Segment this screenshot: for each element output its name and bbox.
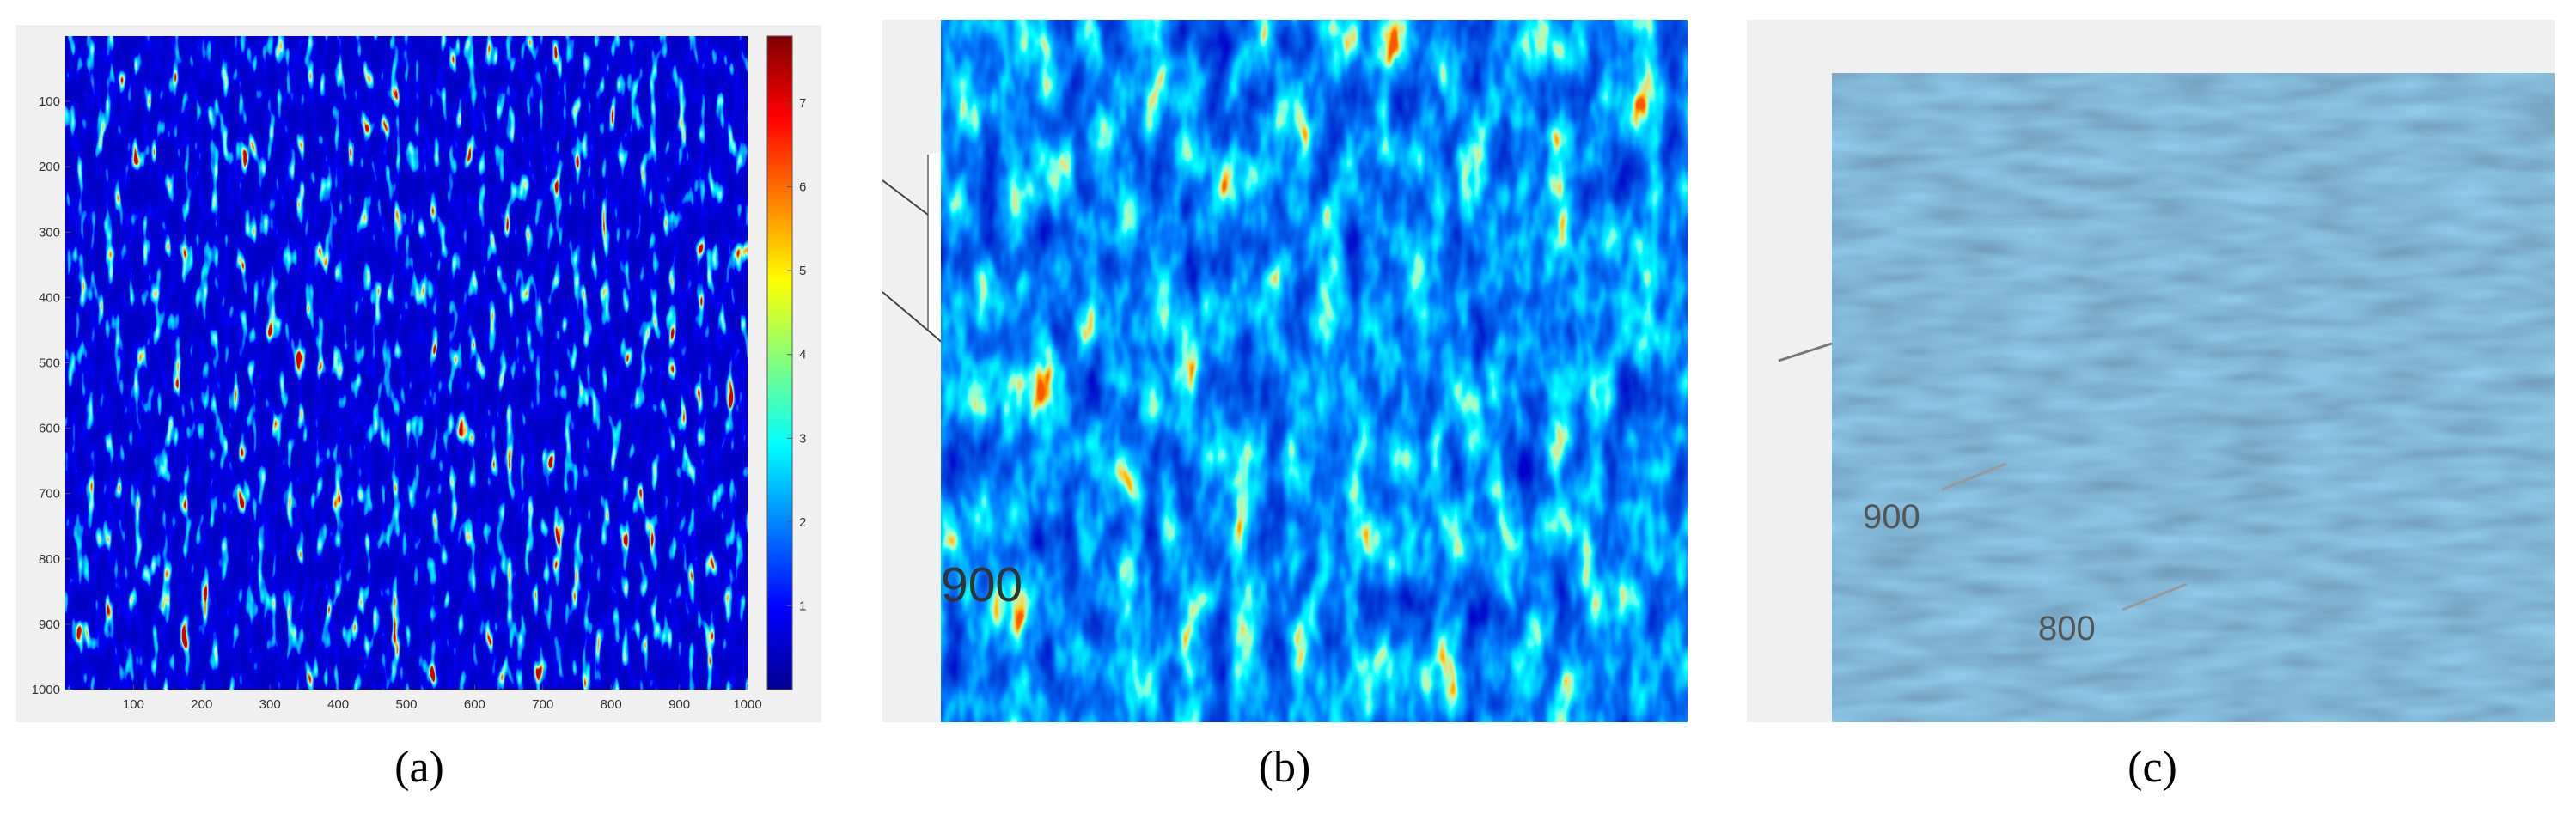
axis-label: 900 (941, 557, 1022, 612)
x-tick-label: 1000 (733, 697, 761, 712)
y-tick-label: 500 (39, 356, 60, 371)
y-tick-label: 600 (39, 422, 60, 436)
x-tick-label: 900 (668, 697, 690, 712)
colorbar-tick-label: 7 (799, 96, 806, 111)
colorbar (766, 35, 793, 690)
panel-label: (a) (394, 743, 444, 792)
heatmap (65, 36, 748, 690)
y-tick-label: 900 (39, 617, 60, 632)
x-tick-label: 200 (191, 697, 212, 712)
colorbar-tick-label: 3 (799, 431, 806, 446)
colorbar-tick-label: 6 (799, 180, 806, 195)
colorbar-tick-label: 5 (799, 264, 806, 278)
y-tick-label: 100 (39, 94, 60, 109)
y-tick-label: 800 (39, 552, 60, 567)
zoom-plot (1778, 73, 2555, 722)
axis-line (882, 291, 1393, 722)
tick-mark (2121, 582, 2188, 611)
tick-mark (1778, 342, 1833, 362)
colorbar-tick-label: 2 (799, 515, 806, 530)
x-tick-label: 600 (464, 697, 485, 712)
axis-line (882, 179, 929, 216)
y-tick-label: 200 (39, 160, 60, 174)
surface (941, 20, 1688, 722)
y-tick-label: 400 (39, 290, 60, 305)
surface (1832, 73, 2555, 722)
x-tick-label: 100 (123, 697, 144, 712)
tick-mark (1941, 462, 2007, 491)
panel-label: (b) (1259, 743, 1311, 792)
colorbar-tick-label: 1 (799, 599, 806, 613)
colorbar-tick-label: 4 (799, 348, 806, 362)
x-tick-label: 700 (532, 697, 553, 712)
x-tick-label: 500 (395, 697, 417, 712)
tick-mark (1052, 513, 1133, 538)
surface-plot (882, 20, 1688, 722)
x-tick-label: 400 (327, 697, 349, 712)
axis-label: 900 (1863, 498, 1920, 536)
y-tick-label: 700 (39, 487, 60, 502)
x-tick-label: 800 (601, 697, 622, 712)
x-tick-label: 300 (259, 697, 281, 712)
y-tick-label: 1000 (32, 683, 60, 697)
tick-mark (1255, 690, 1333, 714)
y-tick-label: 300 (39, 225, 60, 240)
panel-label: (c) (2127, 743, 2177, 792)
axis-label: 800 (2038, 610, 2096, 648)
